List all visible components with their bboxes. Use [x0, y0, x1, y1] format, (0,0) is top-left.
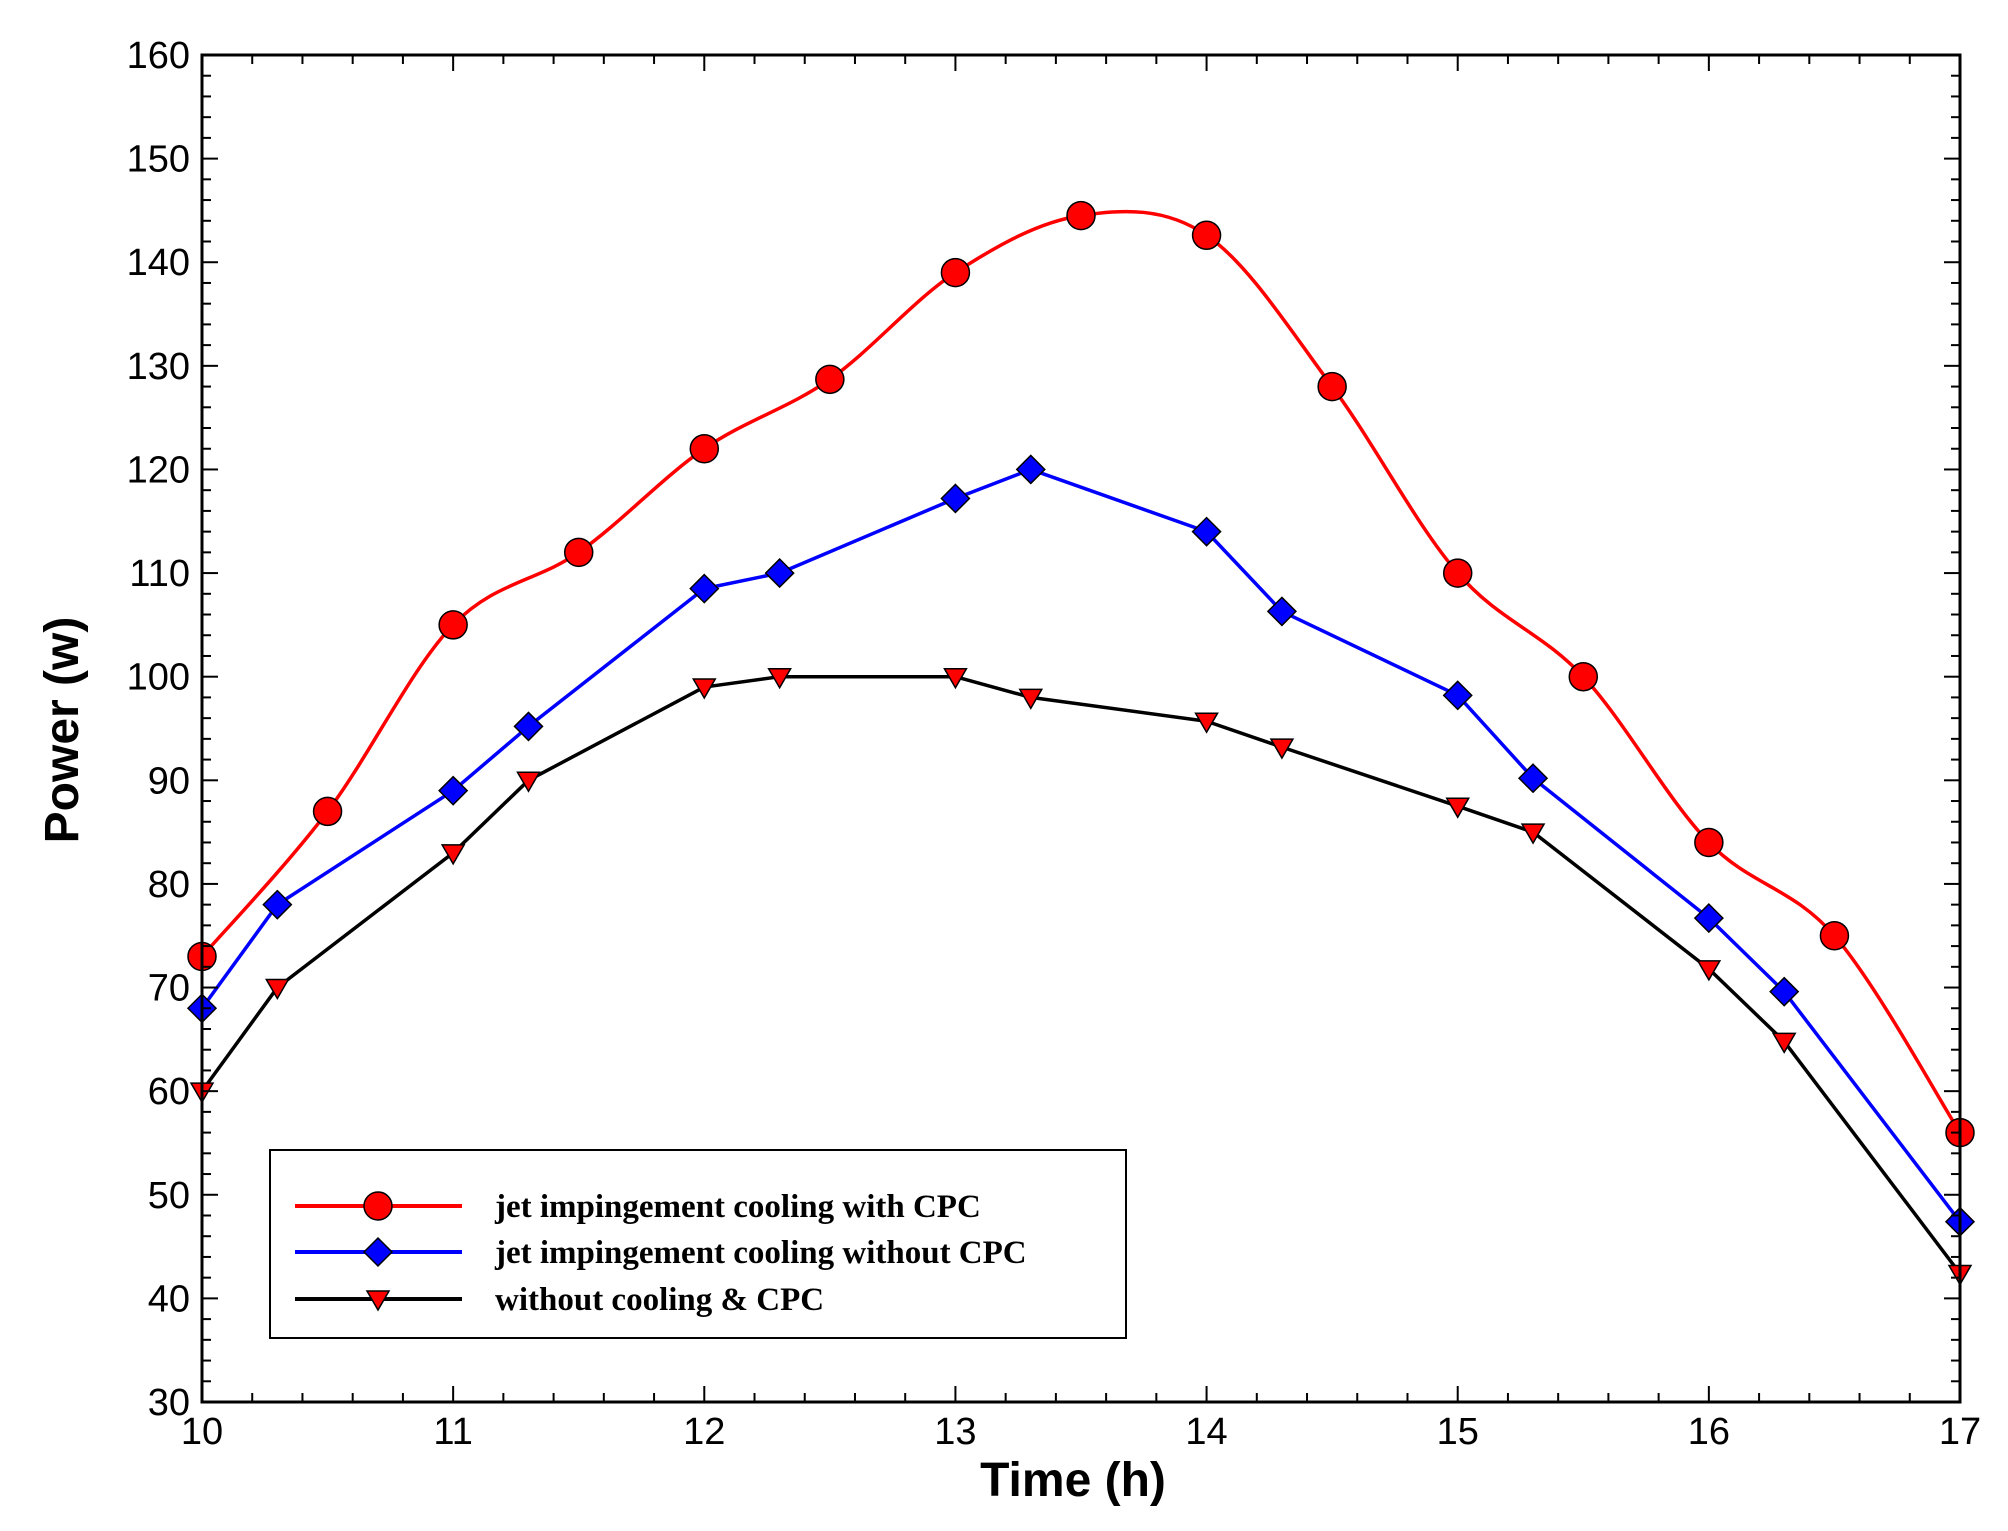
- data-point-circle: [1568, 661, 1599, 692]
- data-point-diamond: [764, 558, 795, 589]
- data-point-circle: [563, 537, 594, 568]
- x-tick-label: 15: [1437, 1411, 1479, 1453]
- legend-entry: without cooling & CPC: [295, 1282, 824, 1318]
- y-tick-label: 90: [148, 760, 190, 802]
- legend-marker-circle: [363, 1191, 393, 1221]
- data-point-diamond: [1517, 763, 1549, 794]
- data-point-triangle: [1445, 797, 1471, 819]
- data-point-circle: [1819, 920, 1850, 951]
- y-tick-label: 50: [148, 1175, 190, 1217]
- y-tick-label: 80: [148, 864, 190, 906]
- data-point-diamond: [262, 889, 293, 920]
- data-point-diamond: [940, 483, 971, 514]
- data-point-circle: [1191, 220, 1222, 251]
- x-tick-label: 14: [1185, 1411, 1227, 1453]
- y-tick-label: 110: [129, 553, 190, 595]
- data-point-triangle: [1018, 688, 1044, 710]
- y-tick-label: 30: [148, 1382, 190, 1424]
- data-point-circle: [1694, 827, 1724, 858]
- x-axis-title: Time (h): [980, 1454, 1166, 1507]
- legend-label: jet impingement cooling without CPC: [494, 1235, 1027, 1271]
- data-point-circle: [312, 796, 343, 827]
- data-point-diamond: [1693, 903, 1724, 934]
- plot-frame: [200, 53, 1962, 1404]
- legend-entry: jet impingement cooling with CPC: [295, 1189, 981, 1225]
- y-tick-label: 40: [148, 1278, 190, 1320]
- data-point-diamond: [1191, 516, 1222, 547]
- legend-box: [269, 1149, 1127, 1339]
- y-tick-label: 160: [127, 35, 190, 77]
- x-tick-label: 12: [683, 1411, 725, 1453]
- data-point-circle: [689, 433, 720, 464]
- data-point-triangle: [691, 678, 717, 700]
- data-point-triangle: [1194, 712, 1219, 734]
- data-point-circle: [438, 610, 468, 640]
- legend-entry: jet impingement cooling without CPC: [295, 1235, 1027, 1271]
- data-point-triangle: [1771, 1032, 1797, 1054]
- y-tick-label: 130: [127, 346, 190, 388]
- y-tick-label: 60: [148, 1071, 190, 1113]
- data-point-triangle: [516, 771, 541, 793]
- data-point-diamond: [1266, 596, 1297, 627]
- data-point-diamond: [1769, 976, 1800, 1007]
- series-line-0: [200, 209, 1962, 1134]
- data-point-circle: [940, 257, 971, 288]
- data-point-circle: [1442, 558, 1473, 588]
- x-tick-label: 16: [1688, 1411, 1730, 1453]
- data-point-diamond: [438, 775, 469, 806]
- axes-layer: [200, 53, 1962, 1404]
- x-tick-label: 17: [1939, 1411, 1981, 1453]
- y-tick-label: 100: [127, 657, 190, 699]
- data-point-triangle: [1520, 823, 1546, 845]
- y-tick-label: 140: [127, 242, 190, 284]
- y-tick-label: 70: [148, 968, 190, 1010]
- data-point-triangle: [943, 667, 968, 690]
- x-tick-label: 11: [433, 1411, 472, 1453]
- marker-layer: [186, 200, 1976, 1287]
- data-point-triangle: [1696, 960, 1722, 982]
- data-point-circle: [1317, 371, 1347, 402]
- data-point-triangle: [1269, 738, 1295, 760]
- data-point-triangle: [440, 844, 466, 866]
- legend-marker-triangle: [365, 1290, 391, 1312]
- x-tick-label: 13: [934, 1411, 976, 1453]
- data-point-diamond: [1442, 680, 1473, 711]
- data-point-triangle: [767, 667, 792, 690]
- legend-marker-diamond: [362, 1236, 394, 1268]
- data-point-diamond: [1015, 454, 1046, 485]
- data-point-circle: [815, 364, 845, 395]
- y-axis-title: Power (w): [36, 617, 89, 844]
- data-point-circle: [1066, 200, 1096, 231]
- legend-label: without cooling & CPC: [495, 1282, 824, 1318]
- y-tick-label: 120: [127, 449, 190, 491]
- data-point-triangle: [265, 978, 290, 1001]
- x-tick-label: 10: [181, 1411, 223, 1453]
- legend-label: jet impingement cooling with CPC: [494, 1189, 981, 1225]
- legend: jet impingement cooling with CPC jet imp…: [269, 1149, 1127, 1339]
- y-tick-label: 150: [127, 139, 190, 181]
- data-point-diamond: [689, 573, 720, 604]
- ticks-layer: 10 11 12 13 14 15 16 17 30 40 50 60 70 80 90 100 110 120 1…: [127, 35, 1982, 1453]
- data-point-diamond: [513, 711, 544, 742]
